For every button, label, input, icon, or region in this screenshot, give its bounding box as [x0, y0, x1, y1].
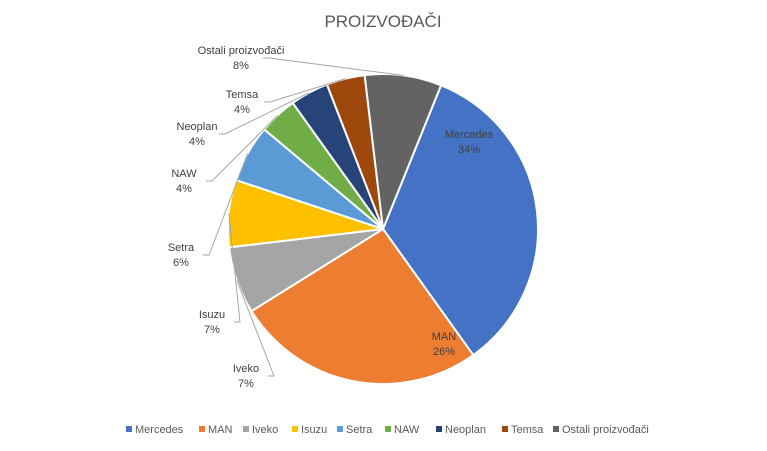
data-label-name-naw: NAW [171, 168, 197, 180]
data-label-value-isuzu: 7% [204, 324, 220, 336]
legend-entry-temsa: Temsa [511, 424, 544, 436]
data-label-name-temsa: Temsa [226, 89, 259, 101]
legend-swatch-iveko [243, 426, 249, 432]
legend-swatch-isuzu [292, 426, 298, 432]
legend-entry-neoplan: Neoplan [445, 424, 486, 436]
legend: Mercedes MAN Iveko Isuzu Setra NAW Neoplan Tems… [126, 424, 649, 436]
legend-swatch-neoplan [436, 426, 442, 432]
data-label-value-iveko: 7% [238, 378, 254, 390]
data-label-value-mercedes: 34% [458, 144, 480, 156]
chart-title: PROIZVOĐAČI [324, 12, 441, 31]
pie-slices [227, 73, 539, 385]
legend-entry-mercedes: Mercedes [135, 424, 184, 436]
data-label-value-naw: 4% [176, 183, 192, 195]
data-label-value-ostali-proizvodaci: 8% [233, 60, 249, 72]
legend-swatch-mercedes [126, 426, 132, 432]
legend-entry-setra: Setra [346, 424, 373, 436]
legend-swatch-temsa [502, 426, 508, 432]
legend-swatch-ostali-proizvodaci [553, 426, 559, 432]
legend-swatch-naw [385, 426, 391, 432]
data-label-name-neoplan: Neoplan [177, 121, 218, 133]
legend-swatch-setra [337, 426, 343, 432]
leader-line-iveko [236, 280, 275, 377]
data-label-value-setra: 6% [173, 257, 189, 269]
slice-mercedes [381, 83, 539, 357]
leader-line-ostali-proizvodaci [263, 57, 404, 76]
legend-entry-man: MAN [208, 424, 233, 436]
legend-entry-isuzu: Isuzu [301, 424, 327, 436]
data-labels: Mercedes 34% MAN 26% Iveko 7% Isuzu 7% Setra 6% NA… [168, 45, 494, 390]
slice-man [250, 227, 475, 385]
data-label-value-temsa: 4% [234, 104, 250, 116]
leader-line-setra [203, 153, 249, 256]
leader-line-neoplan [219, 92, 310, 135]
data-label-name-iveko: Iveko [233, 363, 259, 375]
leader-line-isuzu [228, 213, 241, 323]
data-label-name-setra: Setra [168, 242, 195, 254]
legend-entry-ostali-proizvodaci: Ostali proizvođači [562, 424, 649, 436]
legend-entry-iveko: Iveko [252, 424, 278, 436]
leader-line-temsa [264, 78, 346, 103]
data-label-name-ostali-proizvodaci: Ostali proizvođači [198, 45, 285, 57]
leader-lines [203, 57, 404, 377]
data-label-value-neoplan: 4% [189, 136, 205, 148]
legend-swatch-man [199, 426, 205, 432]
data-label-name-man: MAN [432, 331, 457, 343]
legend-entry-naw: NAW [394, 424, 420, 436]
data-label-name-isuzu: Isuzu [199, 309, 225, 321]
data-label-name-mercedes: Mercedes [445, 129, 494, 141]
data-label-value-man: 26% [433, 346, 455, 358]
leader-line-naw [206, 114, 279, 182]
